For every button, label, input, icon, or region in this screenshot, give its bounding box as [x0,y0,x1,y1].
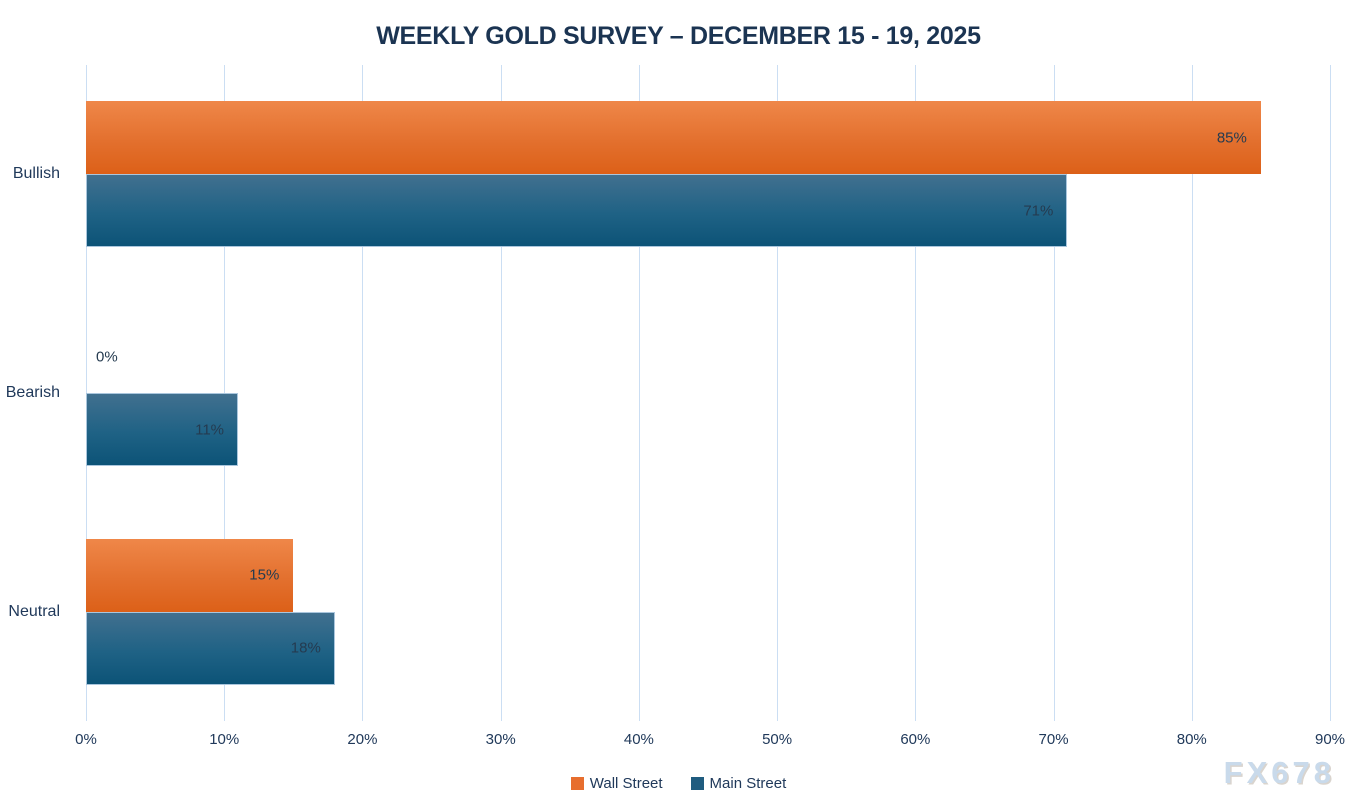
x-tick-label-70-: 70% [1038,731,1069,748]
category-label-neutral: Neutral [8,602,60,620]
data-label-main-street-bullish: 71% [1023,202,1054,220]
x-tick-label-0-: 0% [75,731,97,748]
legend-swatch-icon-main-street [690,777,704,790]
x-tick-label-20-: 20% [347,731,378,748]
bar-row-wall-street-neutral: 15% [86,538,1330,612]
data-label-wall-street-neutral: 15% [249,566,280,584]
x-tick-label-50-: 50% [762,731,793,748]
gridline-30- [500,65,502,721]
legend-item-wall-street: Wall Street [570,775,663,792]
bar-row-main-street-bullish: 71% [86,174,1330,248]
bar-wall-street-bullish [86,101,1261,175]
legend-item-main-street: Main Street [690,775,787,792]
watermark: FX678 [1223,755,1335,790]
gridline-40- [638,65,640,721]
chart-title: WEEKLY GOLD SURVEY – DECEMBER 15 - 19, 2… [376,22,981,50]
bar-row-main-street-neutral: 18% [86,611,1330,685]
data-label-main-street-bearish: 11% [195,421,225,438]
bar-row-wall-street-bullish: 85% [86,101,1330,175]
gridline-90- [1330,65,1331,721]
bar-row-main-street-bearish: 11% [86,393,1330,466]
x-tick-label-10-: 10% [209,731,240,748]
legend-swatch-icon-wall-street [570,777,584,790]
data-label-wall-street-bearish: 0% [96,348,118,365]
bar-wall-street-neutral [86,538,294,612]
bar-main-street-bullish [86,174,1068,248]
plot-area: Bullish 85% 71% Bearish 0% 11% Neutral 15% 18% [6,65,1331,721]
bar-main-street-neutral [86,611,335,685]
gridline-20- [362,65,364,721]
x-tick-label-90-: 90% [1314,731,1346,748]
legend-label-main-street: Main Street [709,775,787,792]
x-tick-label-60-: 60% [900,731,931,748]
x-tick-label-80-: 80% [1176,731,1207,748]
bar-row-wall-street-bearish: 0% [86,320,1330,393]
category-label-bearish: Bearish [5,384,60,401]
data-label-wall-street-bullish: 85% [1216,129,1247,147]
gridline-70- [1053,65,1055,721]
bar-main-street-bearish [86,393,239,466]
data-label-main-street-neutral: 18% [290,639,321,657]
gridline-50- [777,65,779,721]
category-label-bullish: Bullish [12,165,60,183]
gridline-80- [1191,65,1193,721]
x-tick-label-30-: 30% [485,731,516,748]
legend-label-wall-street: Wall Street [589,775,663,792]
gridline-60- [915,65,917,721]
x-tick-label-40-: 40% [623,731,654,748]
legend: Wall Street Main Street [0,775,1357,792]
x-axis: 0% 10% 20% 30% 40% 50% 60% 70% 80% 90% [75,731,1345,753]
